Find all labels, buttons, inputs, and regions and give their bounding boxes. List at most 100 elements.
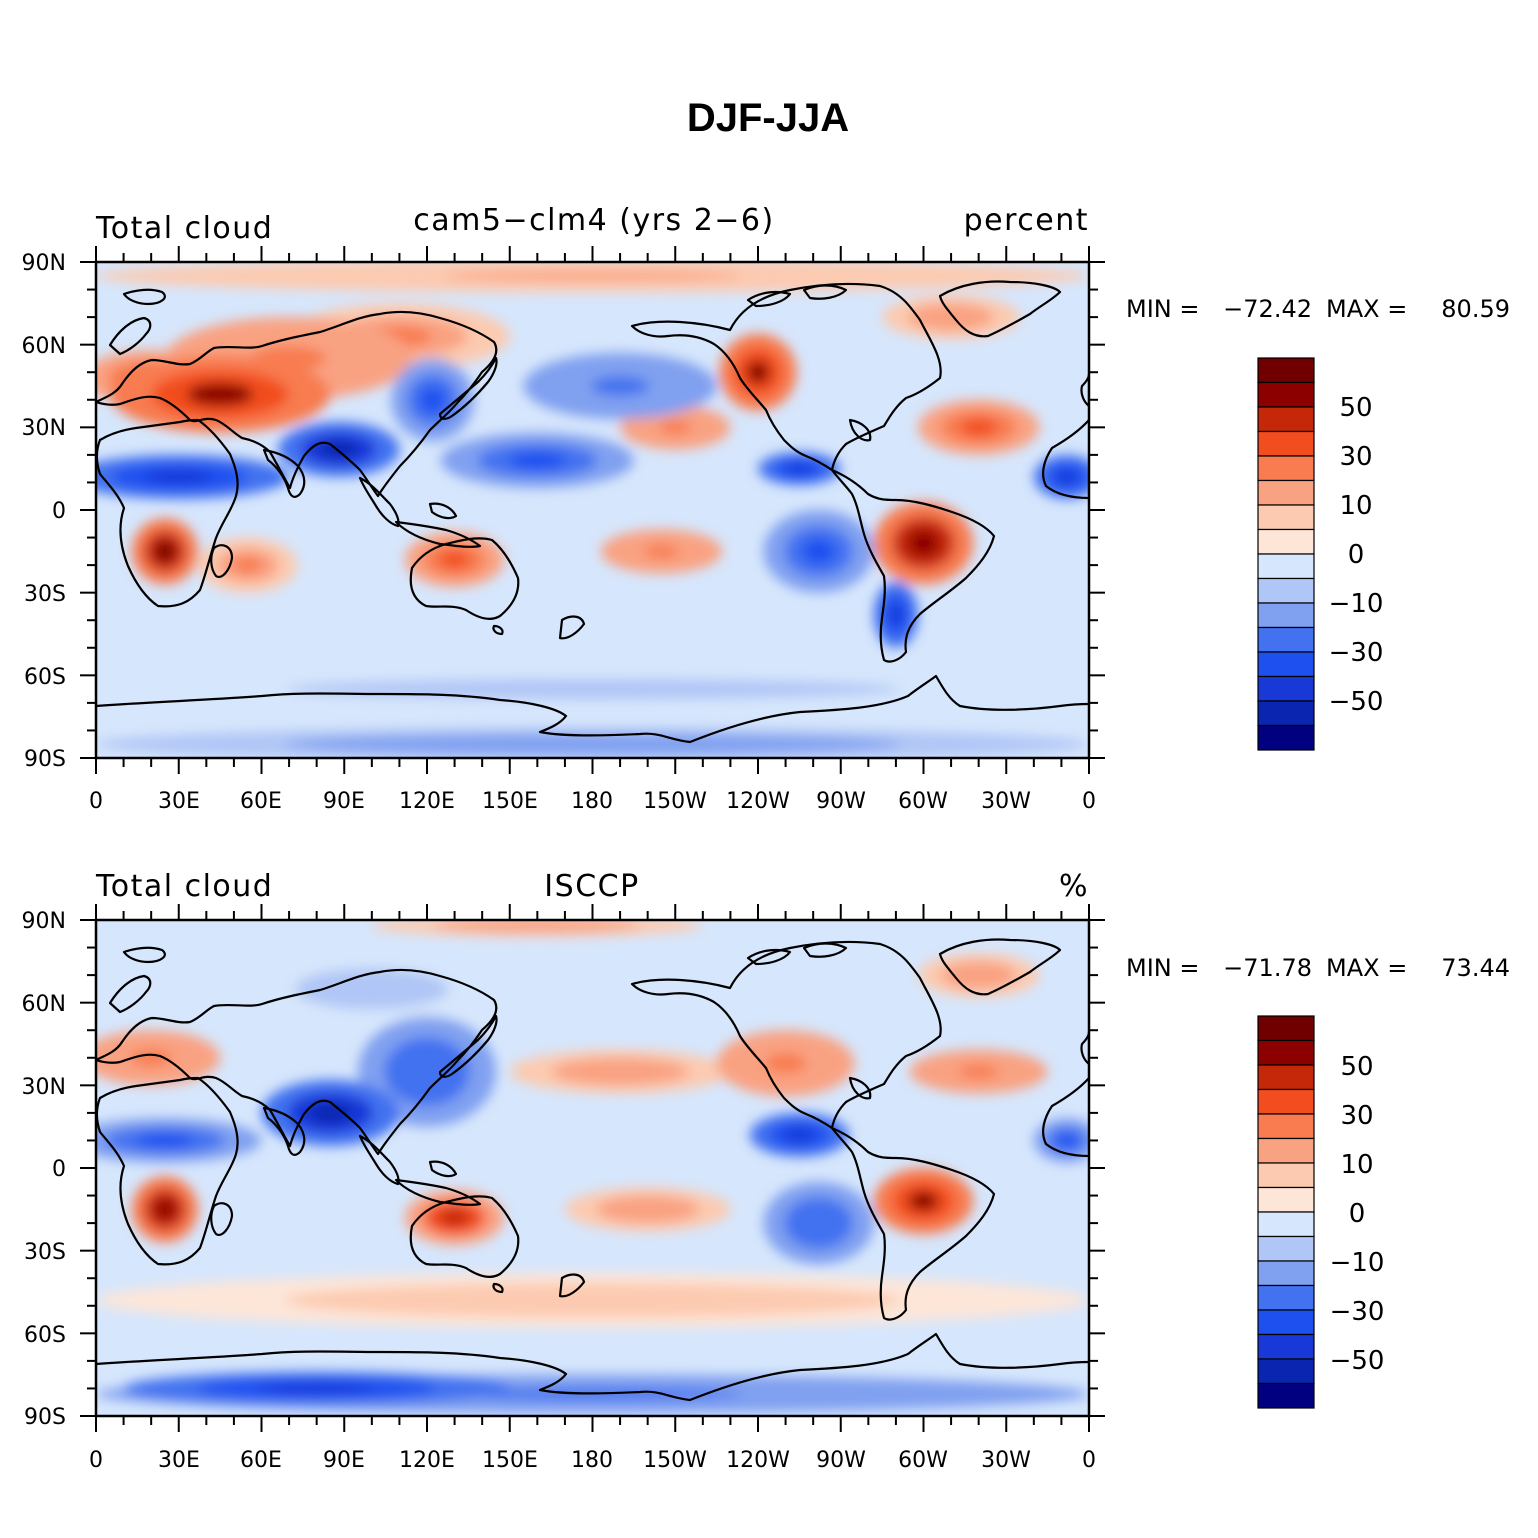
colorbar-box: [1257, 1162, 1315, 1189]
colorbar-box: [1257, 1358, 1315, 1385]
colorbar-box: [1257, 1064, 1315, 1091]
x-tick-label: 90E: [323, 789, 365, 814]
colorbar-label: 10: [1339, 491, 1372, 521]
field-anomaly: [908, 1191, 939, 1211]
field-anomaly: [320, 441, 357, 458]
field-anomaly: [908, 530, 939, 556]
colorbar-box: [1257, 553, 1315, 580]
y-tick-label: 30S: [24, 1240, 66, 1265]
colorbar-box: [1257, 381, 1315, 408]
colorbar-box: [1257, 1382, 1315, 1409]
y-tick-label: 60S: [24, 665, 66, 690]
colorbar-box: [1257, 1186, 1315, 1213]
colorbar-box: [1257, 700, 1315, 727]
field-anomaly: [1057, 1133, 1077, 1148]
x-tick-label: 150W: [643, 1448, 707, 1473]
field-anomaly: [487, 921, 587, 930]
colorbar-box: [1257, 455, 1315, 482]
x-tick-label: 30W: [981, 1448, 1031, 1473]
y-axis-labels: 90N 60N 30N 0 30S 60S 90S: [22, 909, 66, 1430]
x-tick-label: 90E: [323, 1448, 365, 1473]
colorbar-box: [1257, 1309, 1315, 1336]
colorbar-box: [1257, 1235, 1315, 1262]
colorbar-box: [1257, 602, 1315, 629]
colorbar-box: [1257, 357, 1315, 384]
field-anomaly: [889, 604, 903, 625]
x-tick-label: 30E: [158, 1448, 200, 1473]
x-tick-label: 60E: [240, 789, 282, 814]
panel-units-label: percent: [964, 203, 1089, 238]
field-anomaly: [960, 968, 997, 982]
field-anomaly: [658, 420, 692, 434]
x-tick-label: 120E: [399, 1448, 455, 1473]
panel-left-label: Total cloud: [95, 869, 273, 904]
field-anomaly: [187, 382, 254, 406]
x-tick-label: 120W: [726, 1448, 790, 1473]
max-label: MAX =: [1326, 954, 1407, 982]
colorbar-label: −10: [1330, 1248, 1385, 1278]
y-tick-label: 90N: [22, 251, 66, 276]
colorbar-labels: 50 30 10 0 −10 −30 −50: [1330, 1052, 1385, 1376]
colorbar-label: 50: [1340, 1052, 1373, 1082]
y-tick-label: 90S: [24, 747, 66, 772]
field-anomaly: [930, 310, 972, 324]
field-anomaly: [786, 463, 812, 474]
figure-title: DJF-JJA: [687, 96, 849, 140]
max-value: 73.44: [1441, 954, 1510, 982]
map-panel-1: Total cloud cam5−clm4 (yrs 2−6) percent …: [22, 203, 1510, 814]
field-anomaly: [1057, 470, 1077, 484]
colorbar-label: 30: [1340, 1101, 1373, 1131]
x-tick-label: 120W: [726, 789, 790, 814]
map-field: [96, 920, 1089, 1416]
x-tick-label: 120E: [399, 789, 455, 814]
x-tick-label: 90W: [816, 1448, 866, 1473]
colorbar-box: [1257, 504, 1315, 531]
colorbar-label: −30: [1330, 1297, 1385, 1327]
field-anomaly: [802, 538, 836, 564]
colorbar-box: [1257, 406, 1315, 433]
map-field: [96, 262, 1089, 758]
field-anomaly: [622, 1202, 673, 1216]
x-tick-label: 180: [571, 1448, 613, 1473]
colorbar-label: −50: [1330, 1346, 1385, 1376]
min-value: −71.78: [1223, 954, 1312, 982]
panel-units-label: %: [1059, 869, 1089, 904]
x-tick-label: 0: [89, 789, 103, 814]
map-panel-2: Total cloud ISCCP % 0 30E 60E 90E 120E 1…: [22, 869, 1510, 1473]
x-axis-labels: 0 30E 60E 90E 120E 150E 180 150W 120W 90…: [89, 1448, 1096, 1473]
field-anomaly: [439, 551, 470, 568]
y-tick-label: 60N: [22, 992, 66, 1017]
field-anomaly: [960, 419, 997, 436]
min-label: MIN =: [1126, 954, 1199, 982]
x-tick-label: 150W: [643, 789, 707, 814]
x-tick-label: 150E: [482, 1448, 538, 1473]
panel-center-label: ISCCP: [544, 869, 639, 904]
field-anomaly: [443, 270, 742, 281]
field-anomaly: [334, 978, 410, 999]
field-anomaly: [586, 1064, 654, 1079]
colorbar-box: [1257, 577, 1315, 604]
colorbar-label: 30: [1339, 442, 1372, 472]
colorbar: [1257, 357, 1315, 751]
panel-center-label: cam5−clm4 (yrs 2−6): [413, 203, 774, 238]
field-anomaly: [155, 541, 175, 562]
colorbar-label: 0: [1348, 540, 1365, 570]
field-anomaly: [643, 544, 680, 558]
colorbar-labels: 50 30 10 0 −10 −30 −50: [1329, 393, 1384, 717]
field-anomaly: [746, 360, 770, 384]
colorbar-box: [1257, 1137, 1315, 1164]
x-tick-label: 60W: [898, 1448, 948, 1473]
colorbar-box: [1257, 724, 1315, 751]
y-tick-label: 30N: [22, 1075, 66, 1100]
colorbar-box: [1257, 1284, 1315, 1311]
colorbar-label: −10: [1329, 589, 1384, 619]
colorbar-label: 0: [1349, 1199, 1366, 1229]
min-value: −72.42: [1223, 295, 1312, 323]
x-tick-label: 90W: [816, 789, 866, 814]
field-anomaly: [591, 376, 650, 396]
y-tick-label: 0: [52, 1157, 66, 1182]
colorbar-box: [1257, 1260, 1315, 1287]
field-anomaly: [232, 556, 263, 574]
field-anomaly: [784, 1128, 815, 1142]
